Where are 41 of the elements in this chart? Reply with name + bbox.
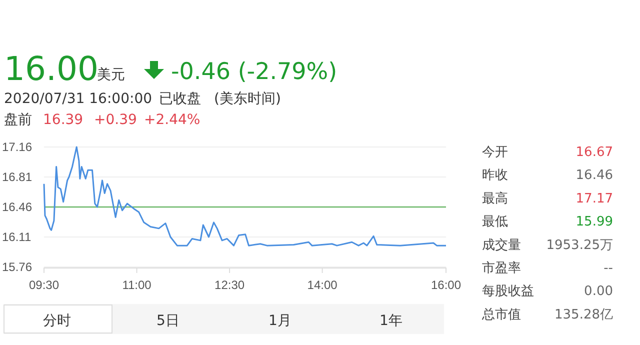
text: 1年 (380, 313, 402, 329)
text: 1月 (268, 313, 292, 329)
text: 今开 (482, 145, 508, 160)
x-tick-label: 11:00 (122, 278, 152, 292)
x-tick-label: 16:00 (430, 278, 462, 292)
text: 135.28亿 (554, 307, 613, 322)
text: 市盈率 (482, 260, 521, 276)
text: 最低 (482, 214, 508, 230)
text: 16.67 (576, 145, 613, 160)
text: 分时 (43, 313, 71, 329)
text: 最高 (482, 190, 508, 206)
text: 2020/07/31 16:00:00 (4, 91, 152, 107)
y-tick-label: 17.16 (2, 140, 32, 154)
x-tick-label: 12:30 (214, 278, 245, 292)
text: 成交量 (482, 236, 521, 253)
x-tick-label: 09:30 (28, 278, 60, 292)
text: 每股收益 (482, 284, 534, 300)
text: 盘前 (4, 112, 32, 128)
text: 17.17 (576, 191, 613, 206)
chart-title: 16.00 (4, 49, 98, 88)
text: 已收盘 (159, 91, 201, 107)
text: +0.39 (94, 112, 137, 128)
text: 16.46 (576, 168, 613, 184)
x-tick-label: 14:00 (307, 278, 338, 292)
text: 1953.25万 (546, 238, 613, 253)
y-tick-label: 16.81 (2, 170, 32, 184)
text: 15.99 (576, 214, 613, 230)
y-tick-label: 15.76 (2, 260, 32, 274)
text: 昨收 (482, 168, 508, 184)
text: 美元 (97, 67, 125, 83)
text: -0.46 (-2.79%) (171, 59, 338, 85)
text: 总市值 (481, 307, 521, 322)
text: +2.44% (144, 112, 200, 128)
line-series (43, 146, 447, 246)
y-tick-label: 16.46 (2, 200, 32, 214)
text: (美东时间) (214, 91, 281, 107)
text: 16.39 (43, 112, 84, 128)
text: 0.00 (584, 284, 613, 300)
y-tick-label: 16.11 (2, 230, 32, 244)
text: -- (604, 261, 614, 276)
text: 5日 (156, 313, 180, 329)
